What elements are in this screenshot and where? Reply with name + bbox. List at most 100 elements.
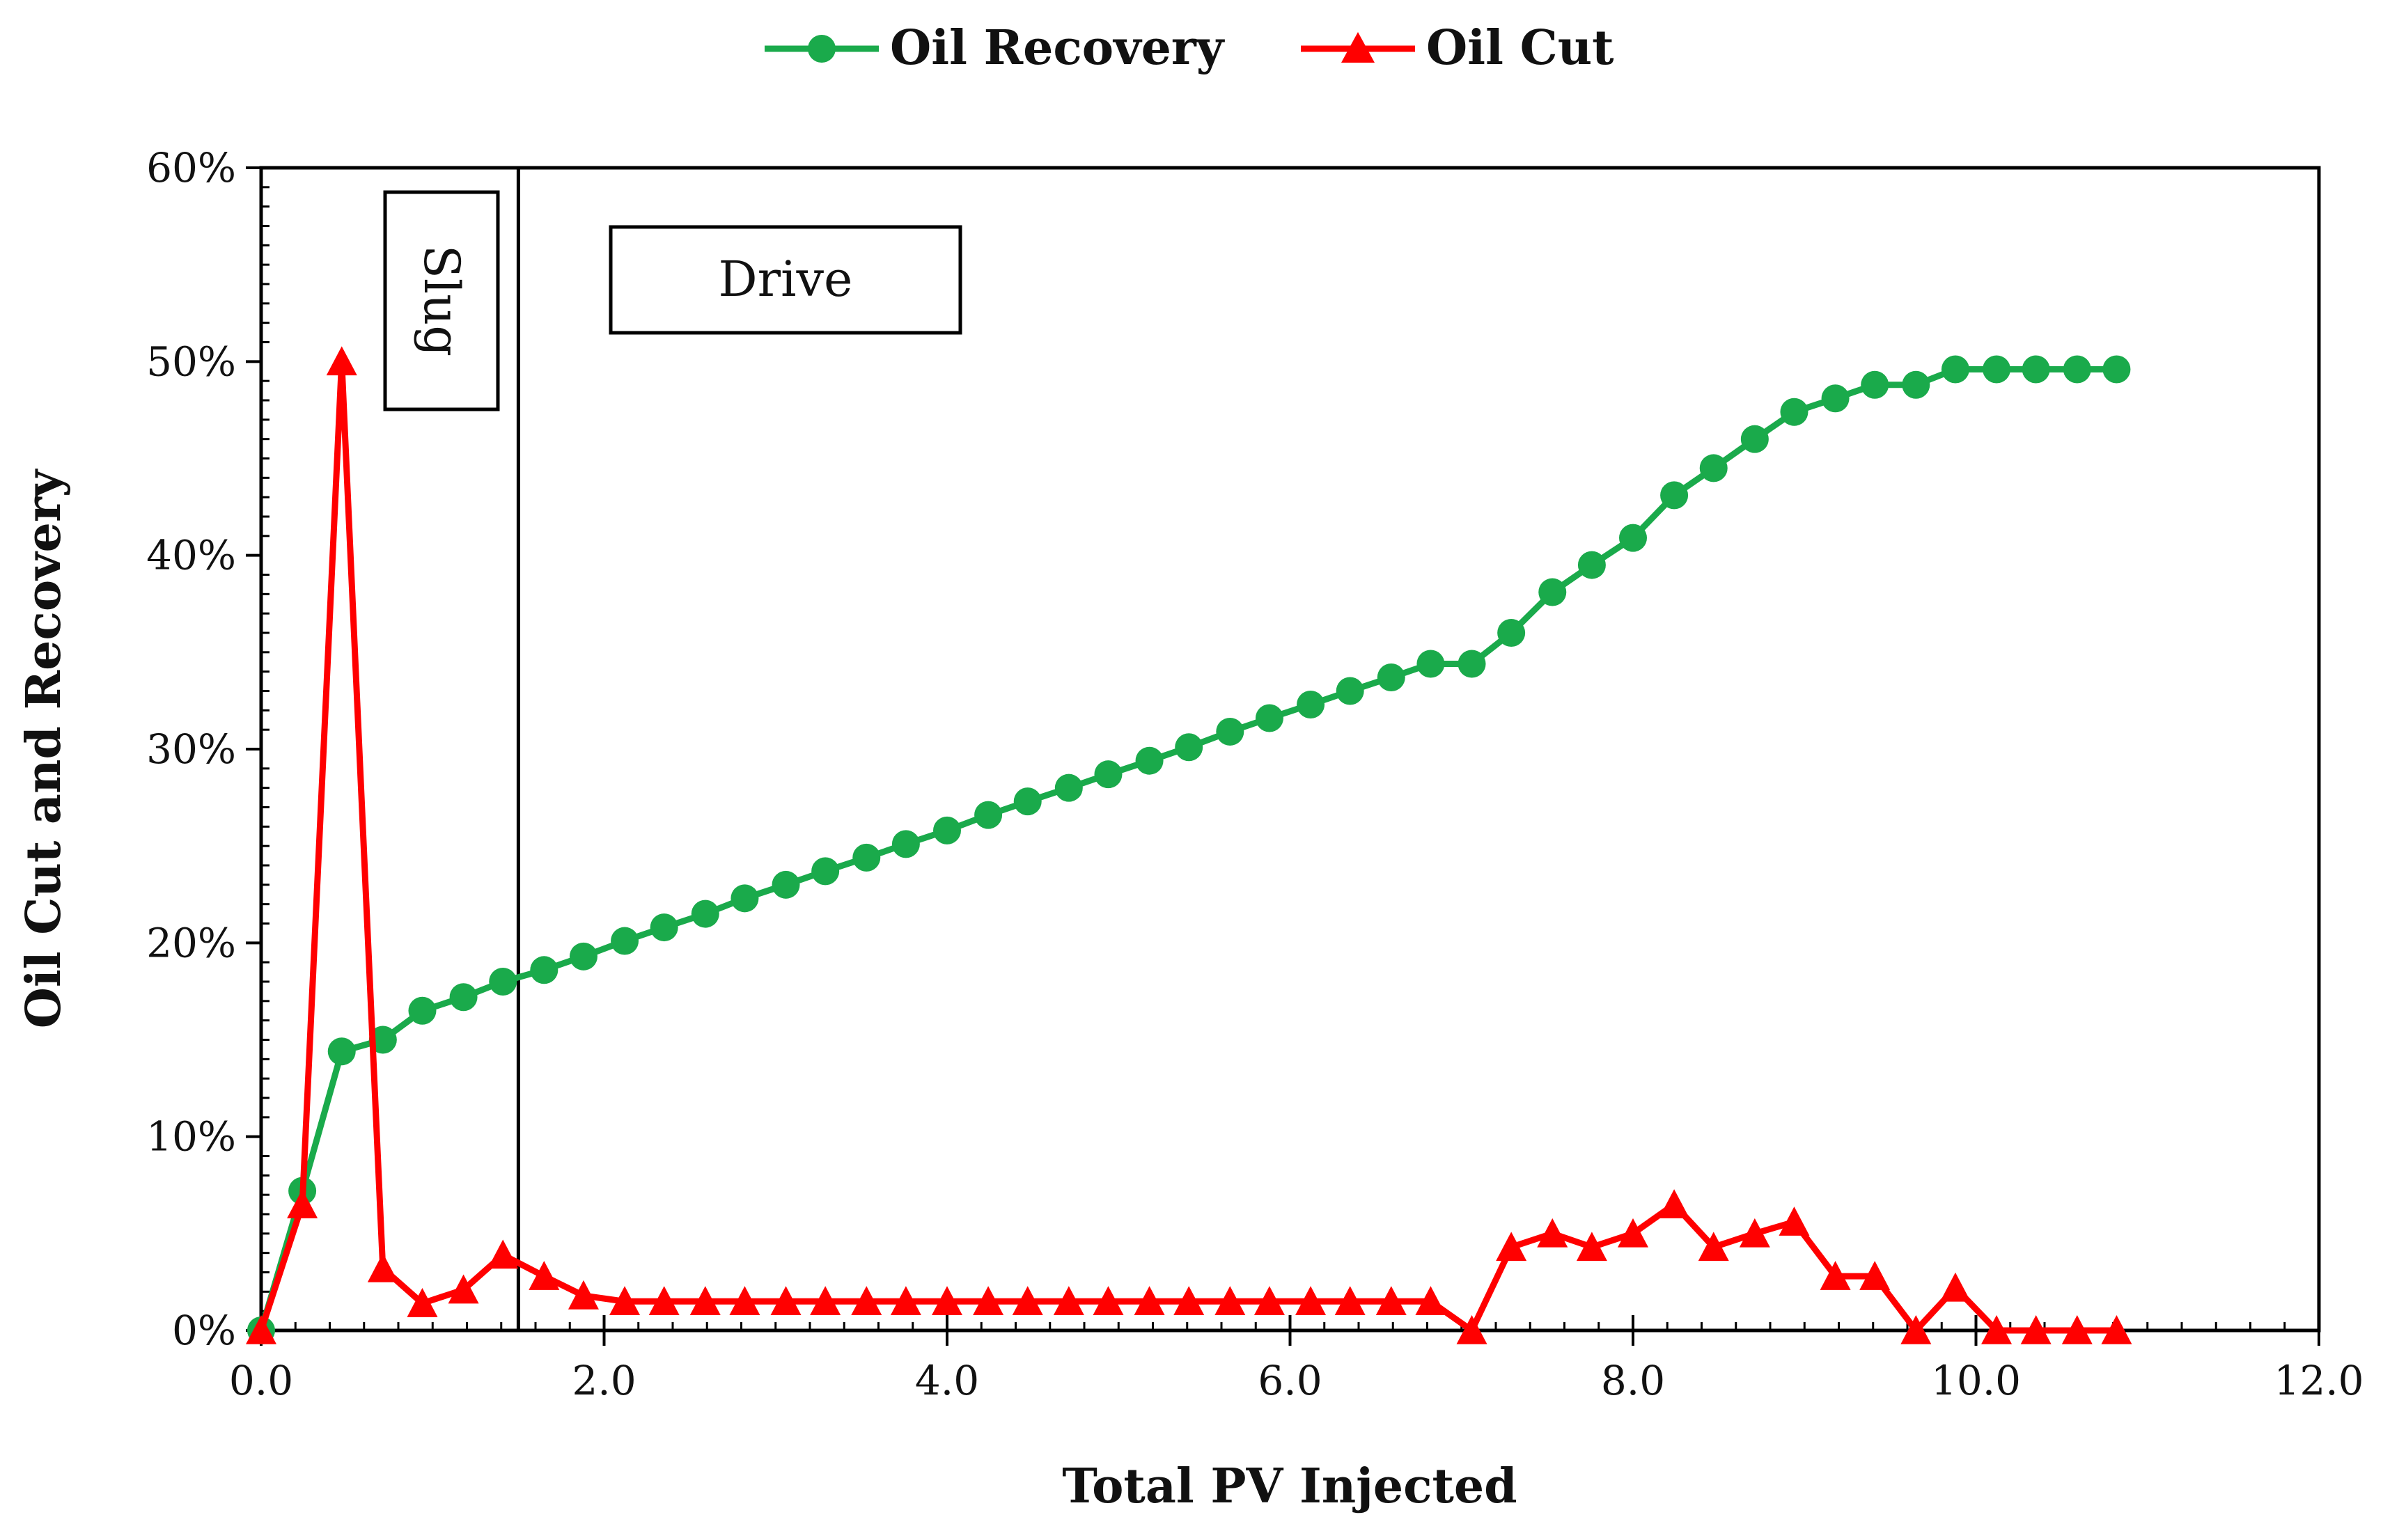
oil-recovery-point [730,884,759,913]
oil-cut-point [648,1286,680,1316]
oil-cut-point [1939,1272,1971,1302]
oil-cut-point [1012,1286,1043,1316]
drive-box [609,225,962,335]
oil-cut-point [1375,1286,1407,1316]
oil-cut-point [2101,1315,2132,1344]
oil-cut-point [1173,1286,1205,1316]
oil-recovery-point [1983,355,2011,384]
oil-cut-point [1659,1189,1690,1218]
oil-recovery-point [1740,425,1769,453]
oil-recovery-point [1577,551,1606,579]
legend: Oil Recovery Oil Cut [765,20,1614,76]
oil-cut-point [609,1286,641,1316]
oil-recovery-point [1175,733,1203,762]
oil-recovery-point [1538,578,1567,606]
slug-box [383,190,500,411]
oil-cut-point [1698,1232,1729,1262]
oil-cut-point [1214,1286,1246,1316]
x-tick-label: 2.0 [572,1357,636,1404]
oil-recovery-point [1377,663,1405,692]
oil-recovery-point [530,956,558,984]
oil-recovery-point [852,843,881,872]
legend-oil-recovery-marker [808,35,836,63]
y-tick-label: 50% [146,338,236,385]
oil-cut-point [1134,1286,1165,1316]
oil-cut-point [689,1286,721,1316]
oil-recovery-point [1013,787,1042,816]
oil-cut-point [729,1286,760,1316]
oil-cut-point [529,1261,560,1290]
oil-recovery-point [691,899,719,928]
oil-cut-series-line [258,358,2117,1334]
x-tick-label: 4.0 [915,1357,979,1404]
oil-recovery-point [974,801,1003,829]
oil-recovery-point [1135,746,1164,775]
y-tick-label: 0% [172,1307,236,1354]
drive-label: Drive [719,251,853,308]
y-tick-label: 40% [146,532,236,579]
oil-recovery-point [1660,481,1689,510]
oil-cut-point [1456,1315,1487,1344]
oil-recovery-point [1416,650,1445,678]
oil-cut-point [448,1274,479,1304]
oil-cut-point [1739,1218,1770,1248]
oil-recovery-point [1458,650,1486,678]
oil-cut-point [487,1239,519,1269]
oil-recovery-point [569,942,597,971]
oil-cut-point [1334,1286,1366,1316]
oil-cut-point [287,1189,318,1218]
oil-recovery-point [1619,524,1647,552]
oil-recovery-point [1699,454,1728,482]
oil-recovery-point [1216,717,1244,746]
oil-recovery-point [1336,677,1364,705]
axes: 0.0 2.0 4.0 6.0 8.0 10.0 12.0 0% 10% 20% 30% 40% 50%… [146,144,2364,1404]
oil-cut-point [1415,1286,1446,1316]
oil-cut-point [367,1252,398,1282]
oil-cut-point [1496,1232,1527,1262]
oil-cut-point [973,1286,1004,1316]
plot-area [259,166,2321,1333]
x-tick-label: 12.0 [2274,1357,2364,1404]
oil-recovery-point [408,996,437,1025]
oil-cut-point [810,1286,841,1316]
oil-recovery-point [1297,690,1325,718]
x-tick-label: 8.0 [1601,1357,1665,1404]
oil-recovery-point [2063,355,2091,384]
oil-cut-point [890,1286,921,1316]
oil-recovery-point [1497,619,1526,647]
oil-cut-point [326,346,357,376]
oil-cut-point [1618,1218,1648,1248]
legend-oil-cut-marker [1341,32,1375,63]
oil-recovery-point [1255,704,1283,732]
oil-cut-point [851,1286,882,1316]
oil-cut-point [2020,1315,2052,1344]
x-axis-title: Total PV Injected [1062,1459,1517,1514]
oil-recovery-point [1821,384,1850,413]
oil-recovery-point [772,870,800,899]
oil-cut-point [1820,1261,1851,1290]
oil-cut-point [1779,1207,1810,1236]
oil-cut-point [1900,1315,1932,1344]
x-tick-label: 6.0 [1258,1357,1322,1404]
oil-cut-point [246,1315,276,1344]
oil-cut-point [1093,1286,1124,1316]
oil-recovery-point [1094,760,1123,789]
y-tick-label: 10% [146,1113,236,1161]
oil-cut-point [1253,1286,1285,1316]
x-tick-label: 0.0 [229,1357,293,1404]
oil-recovery-point [650,913,678,942]
legend-oil-recovery-label: Oil Recovery [890,20,1226,76]
oil-cut-point [1537,1218,1568,1248]
oil-recovery-point [489,968,517,996]
y-tick-label: 60% [146,144,236,191]
oil-cut-point [1053,1286,1084,1316]
slug-label: Slug [413,245,470,356]
oil-cut-point [770,1286,802,1316]
y-tick-label: 20% [146,919,236,966]
oil-recovery-point [327,1037,356,1066]
oil-recovery-point [1861,370,1889,399]
oil-recovery-point [811,857,840,886]
oil-cut-point [1576,1232,1607,1262]
oil-cut-point [568,1280,599,1310]
